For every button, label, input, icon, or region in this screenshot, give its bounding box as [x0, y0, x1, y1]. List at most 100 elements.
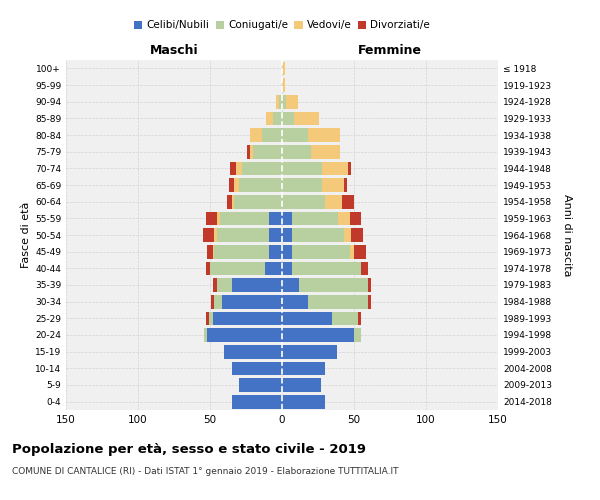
Bar [292, 212, 338, 225]
Bar [232, 278, 282, 292]
Bar [322, 178, 344, 192]
Bar [293, 112, 319, 125]
Bar [217, 212, 220, 225]
Bar [351, 228, 362, 242]
Bar [269, 228, 282, 242]
Bar [211, 295, 214, 308]
Bar [239, 178, 282, 192]
Bar [279, 95, 282, 108]
Bar [292, 228, 344, 242]
Bar [247, 145, 250, 158]
Bar [262, 128, 282, 142]
Bar [343, 195, 354, 208]
Bar [282, 145, 311, 158]
Bar [282, 262, 292, 275]
Bar [265, 262, 282, 275]
Text: COMUNE DI CANTALICE (RI) - Dati ISTAT 1° gennaio 2019 - Elaborazione TUTTITALIA.: COMUNE DI CANTALICE (RI) - Dati ISTAT 1°… [12, 468, 398, 476]
Bar [204, 328, 207, 342]
Bar [269, 212, 282, 225]
Bar [230, 162, 236, 175]
Bar [235, 178, 239, 192]
Bar [227, 195, 232, 208]
Bar [206, 212, 217, 225]
Bar [344, 228, 351, 242]
Bar [239, 378, 282, 392]
Bar [361, 262, 368, 275]
Bar [358, 312, 361, 325]
Bar [229, 178, 235, 192]
Bar [338, 212, 350, 225]
Bar [250, 128, 262, 142]
Bar [269, 245, 282, 258]
Bar [282, 245, 292, 258]
Bar [332, 312, 358, 325]
Text: Popolazione per età, sesso e stato civile - 2019: Popolazione per età, sesso e stato civil… [12, 442, 366, 456]
Bar [213, 245, 214, 258]
Bar [209, 312, 213, 325]
Bar [292, 262, 361, 275]
Bar [368, 278, 371, 292]
Bar [282, 378, 321, 392]
Bar [266, 112, 274, 125]
Text: Maschi: Maschi [149, 44, 199, 57]
Bar [207, 245, 213, 258]
Bar [213, 312, 282, 325]
Bar [322, 162, 348, 175]
Bar [282, 128, 308, 142]
Bar [325, 195, 343, 208]
Bar [232, 195, 235, 208]
Bar [206, 312, 209, 325]
Bar [354, 328, 361, 342]
Bar [282, 362, 325, 375]
Bar [308, 128, 340, 142]
Bar [224, 345, 282, 358]
Bar [220, 212, 269, 225]
Bar [292, 245, 350, 258]
Bar [282, 112, 293, 125]
Bar [350, 245, 354, 258]
Y-axis label: Fasce di età: Fasce di età [21, 202, 31, 268]
Bar [354, 245, 365, 258]
Bar [276, 95, 279, 108]
Text: Femmine: Femmine [358, 44, 422, 57]
Bar [282, 228, 292, 242]
Bar [311, 145, 340, 158]
Bar [213, 278, 217, 292]
Bar [282, 328, 354, 342]
Bar [286, 95, 298, 108]
Bar [282, 62, 285, 75]
Y-axis label: Anni di nascita: Anni di nascita [562, 194, 572, 276]
Bar [232, 362, 282, 375]
Bar [214, 295, 221, 308]
Bar [232, 395, 282, 408]
Bar [217, 228, 269, 242]
Bar [368, 295, 371, 308]
Bar [299, 278, 368, 292]
Bar [282, 162, 322, 175]
Bar [274, 112, 282, 125]
Bar [282, 395, 325, 408]
Bar [206, 262, 210, 275]
Bar [253, 145, 282, 158]
Bar [282, 212, 292, 225]
Legend: Celibi/Nubili, Coniugati/e, Vedovi/e, Divorziati/e: Celibi/Nubili, Coniugati/e, Vedovi/e, Di… [130, 16, 434, 34]
Bar [207, 328, 282, 342]
Bar [348, 162, 351, 175]
Bar [250, 145, 253, 158]
Bar [203, 228, 214, 242]
Bar [282, 312, 332, 325]
Bar [350, 212, 361, 225]
Bar [282, 295, 308, 308]
Bar [214, 245, 269, 258]
Bar [282, 78, 285, 92]
Bar [282, 95, 286, 108]
Bar [236, 162, 242, 175]
Bar [282, 178, 322, 192]
Bar [221, 295, 282, 308]
Bar [308, 295, 368, 308]
Bar [282, 278, 299, 292]
Bar [210, 262, 265, 275]
Bar [235, 195, 282, 208]
Bar [217, 278, 232, 292]
Bar [214, 228, 217, 242]
